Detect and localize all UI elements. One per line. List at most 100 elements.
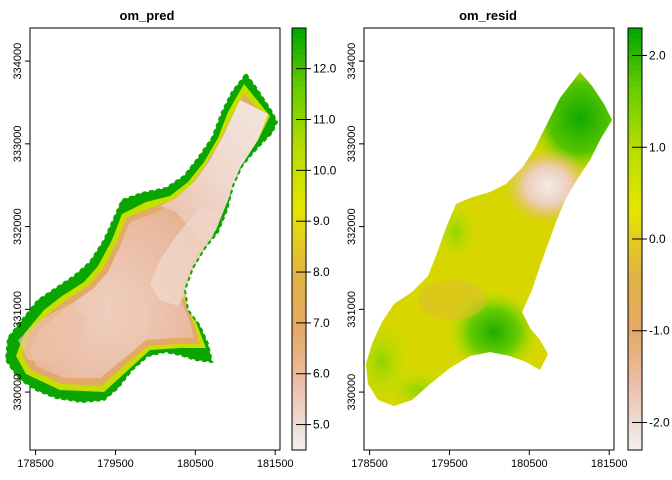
colorbar-segment [292,91,306,98]
colorbar-segment [628,339,642,346]
colorbar-segment [292,186,306,193]
panel-om-resid: om_resid 178500 179500 180500 181500 330000… [346,8,670,470]
x-axis-om-pred: 178500 179500 180500 181500 [17,450,294,470]
colorbar-tick-label: 8.0 [313,265,330,279]
colorbar-segment [292,239,306,245]
colorbar-segment [292,281,306,288]
colorbar-segment [628,265,642,272]
y-tick-label: 332000 [346,208,358,245]
colorbar-segment [292,265,306,272]
y-tick-label: 331000 [346,291,358,328]
colorbar-segment [628,170,642,177]
y-axis-om-resid: 330000 331000 332000 333000 334000 [346,43,364,411]
colorbar-segment [628,112,642,119]
colorbar-segment [628,418,642,425]
colorbar-segment [628,365,642,372]
x-tick-label: 180500 [511,458,548,470]
colorbar-segment [292,122,306,129]
colorbar-segment [628,107,642,113]
colorbar-segment [628,149,642,156]
colorbar-segment [292,54,306,61]
colorbar-segment [628,423,642,430]
colorbar-segment [292,428,306,435]
colorbar-tick-label: -2.0 [649,415,670,429]
x-tick-label: 180500 [177,458,214,470]
colorbar-segment [292,138,306,145]
colorbar-segment [292,318,306,324]
colorbar-segment [628,159,642,166]
x-tick-label: 181500 [257,458,294,470]
colorbar-segment [628,360,642,367]
colorbar-tick-label: 10.0 [313,163,337,177]
colorbar-segment [628,428,642,435]
colorbar-segment [628,239,642,245]
colorbar-segment [628,333,642,340]
colorbar-segment [292,144,306,150]
colorbar-segment [628,101,642,108]
colorbar-segment [292,386,306,393]
colorbar-segment [292,355,306,361]
colorbar-segment [628,43,642,50]
colorbar-segment [628,318,642,324]
colorbar-segment [292,75,306,82]
colorbar-segment [292,43,306,50]
colorbar-tick-label: 9.0 [313,214,330,228]
colorbar-segment [292,165,306,172]
colorbar-segment [292,407,306,414]
colorbar-segment [628,291,642,298]
colorbar-segment [628,402,642,409]
colorbar-segment [628,391,642,398]
x-tick-label: 179500 [431,458,468,470]
colorbar-segment [292,349,306,356]
colorbar-segment [628,191,642,198]
colorbar-segment [628,244,642,251]
colorbar-segment [292,212,306,219]
colorbar-segment [292,175,306,182]
colorbar-segment [628,128,642,135]
colorbar-segment [628,217,642,224]
colorbar-segment [292,159,306,166]
colorbar-segment [292,233,306,240]
colorbar-segment [292,365,306,372]
colorbar-segment [628,122,642,129]
colorbar-segment [628,202,642,208]
colorbar-segment [292,307,306,314]
x-tick-label: 179500 [97,458,134,470]
colorbar-segment [628,249,642,256]
colorbar-segment [292,38,306,45]
y-tick-label: 330000 [346,374,358,411]
colorbar-segment [628,302,642,309]
colorbar-segment [628,86,642,92]
colorbar-segment [628,434,642,441]
colorbar-segment [292,149,306,156]
colorbar-segment [628,344,642,351]
colorbar-segment [292,59,306,66]
colorbar-tick-label: 6.0 [313,367,330,381]
colorbar-segment [628,270,642,277]
colorbar-segment [628,133,642,140]
colorbar-segment [292,291,306,298]
colorbar-segment [292,260,306,266]
y-tick-label: 332000 [12,208,24,245]
colorbar-segment [628,75,642,82]
colorbar-segment [292,196,306,203]
colorbar-segment [292,33,306,40]
colorbar-segment [292,302,306,309]
colorbar-segment [628,175,642,182]
colorbar-segment [628,28,642,34]
colorbar-segment [628,49,642,55]
x-tick-label: 178500 [351,458,388,470]
colorbar-tick-label: 11.0 [313,113,336,127]
colorbar-segment [628,207,642,214]
colorbar-segment [628,312,642,319]
y-tick-label: 334000 [346,43,358,80]
colorbar-segment [628,64,642,71]
colorbar-segment [628,96,642,103]
colorbar-tick-label: 12.0 [313,62,337,76]
colorbar-segment [292,339,306,346]
colorbar-segment [628,80,642,87]
y-tick-label: 330000 [12,374,24,411]
colorbar-segment [292,376,306,383]
colorbar-segment [292,444,306,451]
